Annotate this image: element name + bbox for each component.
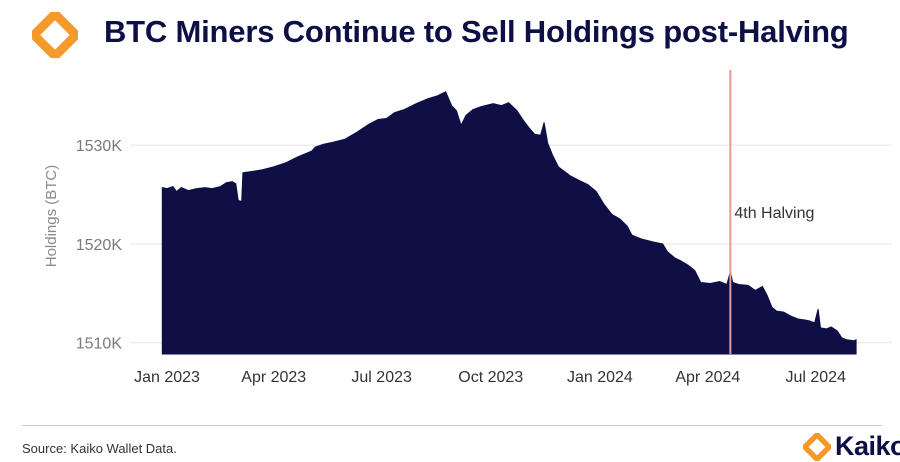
area-series <box>161 91 857 355</box>
y-tick-label: 1530K <box>76 138 123 155</box>
halving-annotation: 4th Halving <box>729 70 814 354</box>
source-note: Source: Kaiko Wallet Data. <box>22 441 177 456</box>
y-axis: 1510K 1520K 1530K Holdings (BTC) <box>43 138 122 353</box>
kaiko-logo-icon <box>803 432 831 461</box>
page-title: BTC Miners Continue to Sell Holdings pos… <box>104 14 849 49</box>
x-tick-label: Jul 2023 <box>351 369 412 386</box>
x-axis: Jan 2023 Apr 2023 Jul 2023 Oct 2023 Jan 2024… <box>134 369 846 386</box>
footer-divider <box>22 425 882 426</box>
y-axis-title: Holdings (BTC) <box>43 165 60 268</box>
x-tick-label: Jul 2024 <box>785 369 846 386</box>
x-tick-label: Apr 2023 <box>241 369 306 386</box>
kaiko-logo-top-icon <box>27 7 83 63</box>
kaiko-brand: Kaiko <box>803 431 900 462</box>
x-tick-label: Apr 2024 <box>675 369 740 386</box>
x-tick-label: Jan 2024 <box>567 369 633 386</box>
kaiko-wordmark: Kaiko <box>835 431 900 461</box>
x-tick-label: Oct 2023 <box>458 369 523 386</box>
halving-label: 4th Halving <box>734 205 814 222</box>
holdings-area <box>161 91 857 355</box>
x-tick-label: Jan 2023 <box>134 369 200 386</box>
y-tick-label: 1520K <box>76 237 123 254</box>
y-tick-label: 1510K <box>76 336 123 353</box>
